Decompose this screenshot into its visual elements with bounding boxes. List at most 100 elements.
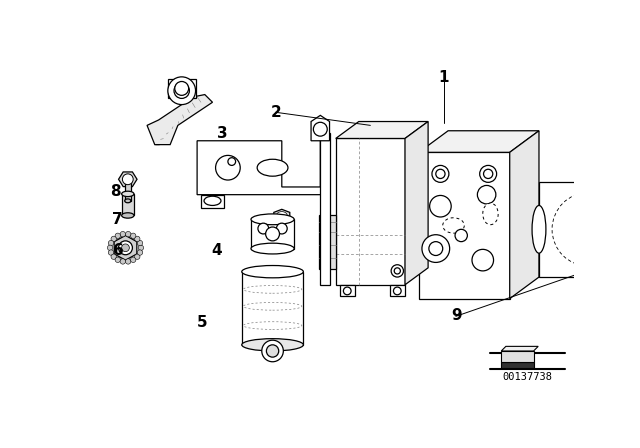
Polygon shape: [336, 138, 405, 285]
Ellipse shape: [122, 191, 134, 197]
Ellipse shape: [243, 285, 302, 293]
Polygon shape: [273, 226, 291, 238]
Circle shape: [138, 245, 143, 250]
Polygon shape: [201, 195, 224, 208]
Text: 1: 1: [438, 70, 449, 86]
Circle shape: [115, 233, 120, 238]
Polygon shape: [197, 133, 328, 195]
Circle shape: [394, 268, 401, 274]
Ellipse shape: [125, 199, 131, 203]
Polygon shape: [390, 285, 405, 296]
Bar: [630, 234, 640, 243]
Circle shape: [391, 265, 403, 277]
Ellipse shape: [532, 206, 546, 253]
Polygon shape: [118, 172, 137, 187]
Polygon shape: [340, 285, 355, 296]
Polygon shape: [501, 346, 538, 351]
Circle shape: [115, 257, 120, 263]
Polygon shape: [419, 131, 539, 152]
Polygon shape: [419, 152, 509, 299]
Ellipse shape: [257, 159, 288, 176]
Circle shape: [394, 287, 401, 295]
Circle shape: [120, 232, 125, 237]
Polygon shape: [168, 79, 196, 99]
Ellipse shape: [122, 213, 134, 218]
Polygon shape: [147, 95, 212, 145]
Circle shape: [108, 245, 113, 250]
Polygon shape: [501, 351, 534, 362]
Ellipse shape: [204, 196, 221, 206]
Circle shape: [134, 254, 140, 259]
Circle shape: [432, 165, 449, 182]
Circle shape: [472, 250, 493, 271]
Circle shape: [276, 223, 287, 234]
Circle shape: [314, 122, 327, 136]
Polygon shape: [114, 236, 137, 260]
Circle shape: [122, 174, 133, 185]
Circle shape: [131, 257, 136, 263]
Circle shape: [120, 259, 125, 264]
Polygon shape: [274, 209, 290, 222]
Circle shape: [122, 244, 129, 252]
Circle shape: [125, 259, 131, 264]
Ellipse shape: [584, 211, 594, 248]
Text: 6: 6: [113, 243, 124, 258]
Text: 8: 8: [110, 184, 120, 199]
Polygon shape: [509, 131, 539, 299]
Circle shape: [216, 155, 240, 180]
Text: 7: 7: [112, 212, 123, 227]
Circle shape: [455, 229, 467, 241]
Circle shape: [175, 82, 189, 95]
Circle shape: [168, 77, 196, 104]
Circle shape: [134, 236, 140, 241]
Text: 5: 5: [197, 315, 207, 330]
Circle shape: [552, 192, 626, 266]
Circle shape: [344, 287, 351, 295]
Circle shape: [108, 241, 114, 246]
Circle shape: [429, 241, 443, 255]
Ellipse shape: [243, 302, 302, 310]
Ellipse shape: [251, 214, 294, 225]
Circle shape: [266, 227, 280, 241]
Circle shape: [118, 241, 132, 255]
Circle shape: [429, 195, 451, 217]
Polygon shape: [311, 116, 330, 141]
Text: 00137738: 00137738: [502, 372, 552, 382]
Bar: [539, 181, 624, 277]
Circle shape: [174, 83, 189, 99]
Polygon shape: [336, 121, 428, 138]
Ellipse shape: [443, 218, 464, 233]
Circle shape: [477, 185, 496, 204]
Circle shape: [480, 165, 497, 182]
Polygon shape: [501, 362, 534, 368]
Polygon shape: [405, 121, 428, 285]
Circle shape: [111, 236, 116, 241]
Circle shape: [484, 169, 493, 178]
Bar: [279, 215, 285, 233]
Ellipse shape: [242, 339, 303, 351]
Circle shape: [108, 250, 114, 255]
Ellipse shape: [483, 203, 498, 225]
Ellipse shape: [242, 266, 303, 278]
Circle shape: [266, 345, 279, 357]
Ellipse shape: [617, 206, 630, 253]
Circle shape: [137, 241, 143, 246]
Circle shape: [111, 254, 116, 259]
Polygon shape: [319, 215, 336, 269]
Ellipse shape: [251, 243, 294, 254]
Ellipse shape: [243, 322, 302, 329]
Circle shape: [228, 158, 236, 165]
Circle shape: [422, 235, 450, 263]
Polygon shape: [320, 133, 330, 285]
Bar: [122, 194, 134, 215]
Circle shape: [131, 233, 136, 238]
Ellipse shape: [276, 211, 287, 220]
Bar: [251, 220, 294, 249]
Text: 2: 2: [271, 105, 282, 120]
Circle shape: [262, 340, 284, 362]
Circle shape: [137, 250, 143, 255]
Circle shape: [258, 223, 269, 234]
Circle shape: [436, 169, 445, 178]
Bar: [242, 271, 303, 345]
Text: 3: 3: [217, 125, 227, 141]
